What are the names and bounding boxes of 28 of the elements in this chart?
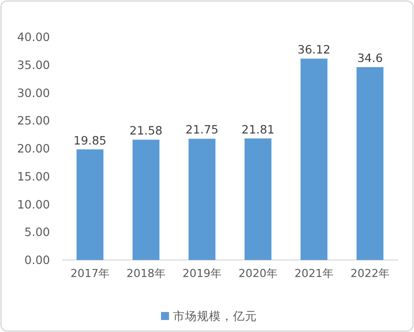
x-tick-label: 2017年 [70, 267, 110, 280]
data-label: 36.12 [298, 42, 330, 57]
x-tick-label: 2019年 [182, 267, 222, 280]
bar [76, 149, 104, 260]
x-tick-label: 2021年 [294, 267, 334, 280]
y-tick-label: 35.00 [17, 58, 50, 72]
y-tick-label: 15.00 [17, 169, 50, 184]
y-tick-label: 25.00 [17, 114, 50, 128]
data-label: 21.75 [186, 122, 218, 137]
y-tick-label: 5.00 [24, 225, 50, 240]
data-label: 34.6 [357, 51, 383, 66]
x-tick-label: 2022年 [350, 267, 390, 280]
bar [244, 138, 272, 260]
y-tick-label: 10.00 [17, 197, 50, 212]
bar [356, 67, 384, 260]
data-label: 21.58 [130, 124, 162, 138]
x-tick-label: 2020年 [238, 267, 278, 280]
y-tick-label: 30.00 [17, 86, 50, 100]
data-label: 21.81 [242, 122, 274, 136]
bar [132, 140, 160, 260]
data-label: 19.85 [74, 133, 106, 148]
bar [300, 58, 328, 260]
y-tick-label: 40.00 [17, 30, 50, 44]
bar [188, 138, 216, 260]
y-tick-label: 0.00 [24, 253, 50, 267]
y-tick-label: 20.00 [17, 142, 50, 156]
x-tick-label: 2018年 [126, 267, 166, 280]
legend-label: 市场规模，亿元 [173, 309, 257, 323]
